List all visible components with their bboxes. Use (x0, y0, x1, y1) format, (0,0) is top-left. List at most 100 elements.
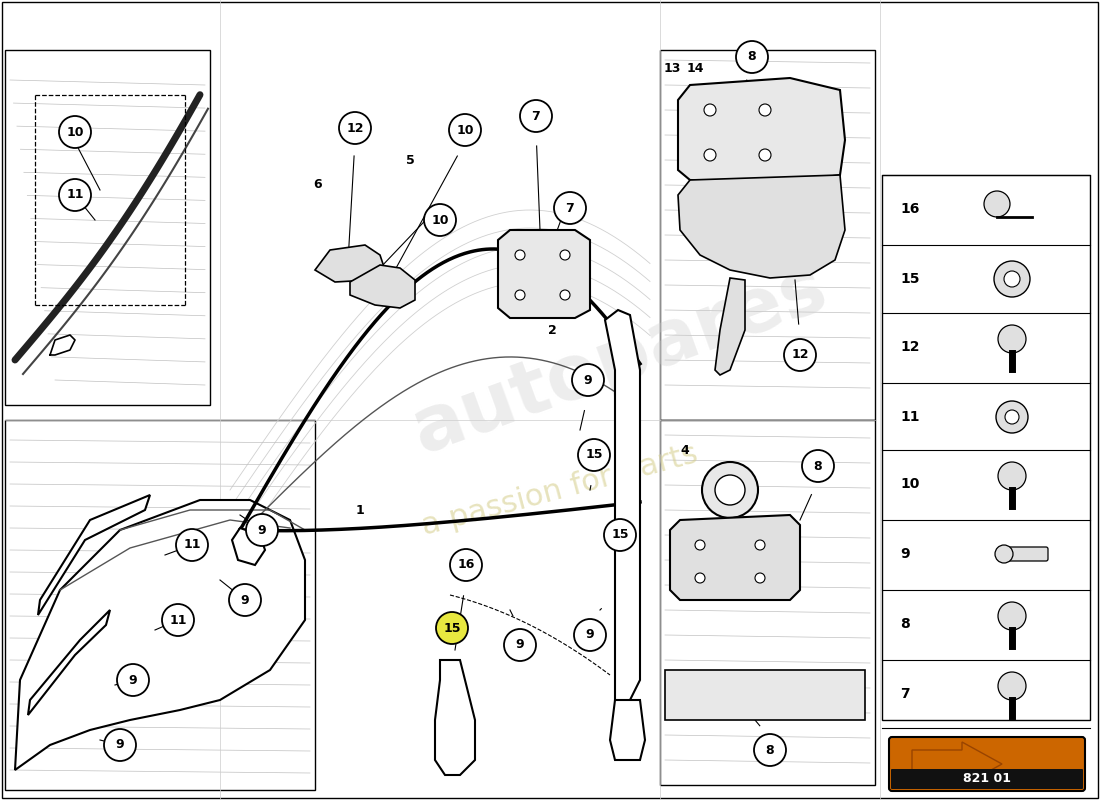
Circle shape (998, 462, 1026, 490)
Bar (6, 420, 315, 790)
Text: 15: 15 (612, 529, 629, 542)
Circle shape (754, 734, 786, 766)
Text: 9: 9 (516, 638, 525, 651)
Text: 12: 12 (346, 122, 364, 134)
Text: 15: 15 (900, 272, 920, 286)
Text: 15: 15 (443, 622, 461, 634)
Text: 16: 16 (458, 558, 475, 571)
Circle shape (984, 191, 1010, 217)
Circle shape (515, 250, 525, 260)
Text: 8: 8 (748, 50, 757, 63)
Text: 2: 2 (548, 323, 557, 337)
Circle shape (715, 475, 745, 505)
Text: 11: 11 (184, 538, 200, 551)
Circle shape (520, 100, 552, 132)
Bar (6, 50, 210, 405)
Circle shape (704, 149, 716, 161)
Text: 7: 7 (565, 202, 574, 214)
Polygon shape (666, 670, 865, 720)
Text: 12: 12 (900, 340, 920, 354)
Circle shape (117, 664, 148, 696)
Text: 7: 7 (900, 687, 910, 701)
Text: 9: 9 (116, 738, 124, 751)
Circle shape (515, 290, 525, 300)
Circle shape (424, 204, 456, 236)
Circle shape (802, 450, 834, 482)
Text: 16: 16 (900, 202, 920, 216)
Polygon shape (15, 500, 305, 770)
Text: a passion for parts: a passion for parts (419, 439, 702, 541)
Bar (882, 175, 1090, 720)
Text: 9: 9 (900, 547, 910, 561)
Circle shape (578, 439, 610, 471)
Circle shape (554, 192, 586, 224)
Circle shape (560, 290, 570, 300)
Circle shape (450, 549, 482, 581)
Circle shape (695, 540, 705, 550)
Circle shape (449, 114, 481, 146)
Polygon shape (39, 495, 150, 615)
Text: 15: 15 (585, 449, 603, 462)
Circle shape (572, 364, 604, 396)
Text: 11: 11 (169, 614, 187, 626)
Circle shape (702, 462, 758, 518)
Circle shape (998, 325, 1026, 353)
Text: 8: 8 (814, 459, 823, 473)
Text: 1: 1 (355, 503, 364, 517)
Text: 12: 12 (791, 349, 808, 362)
Text: autopares: autopares (403, 250, 837, 470)
Circle shape (176, 529, 208, 561)
Polygon shape (605, 310, 640, 710)
Polygon shape (232, 528, 265, 565)
FancyBboxPatch shape (891, 769, 1084, 789)
Circle shape (59, 179, 91, 211)
Text: 8: 8 (900, 617, 910, 631)
Circle shape (1004, 271, 1020, 287)
Text: 10: 10 (431, 214, 449, 226)
Circle shape (1005, 410, 1019, 424)
Circle shape (104, 729, 136, 761)
Polygon shape (715, 278, 745, 375)
Text: 5: 5 (406, 154, 415, 166)
Bar (660, 50, 874, 420)
Text: 9: 9 (585, 629, 594, 642)
Polygon shape (434, 660, 475, 775)
Polygon shape (670, 515, 800, 600)
Text: 10: 10 (900, 477, 920, 491)
FancyBboxPatch shape (1002, 547, 1048, 561)
FancyBboxPatch shape (889, 737, 1085, 791)
Polygon shape (498, 230, 590, 318)
Circle shape (755, 540, 764, 550)
Circle shape (759, 149, 771, 161)
Circle shape (59, 116, 91, 148)
Circle shape (436, 612, 468, 644)
Polygon shape (912, 742, 1002, 786)
Circle shape (784, 339, 816, 371)
Circle shape (246, 514, 278, 546)
Text: 11: 11 (900, 410, 920, 424)
Circle shape (759, 104, 771, 116)
Text: 7: 7 (531, 110, 540, 122)
Text: 4: 4 (681, 443, 690, 457)
Circle shape (560, 250, 570, 260)
Circle shape (604, 519, 636, 551)
Polygon shape (350, 265, 415, 308)
Text: 9: 9 (241, 594, 250, 606)
Circle shape (998, 672, 1026, 700)
Text: 14: 14 (686, 62, 704, 74)
Text: 6: 6 (314, 178, 322, 191)
Circle shape (229, 584, 261, 616)
Polygon shape (610, 700, 645, 760)
Polygon shape (678, 78, 845, 182)
Text: 13: 13 (663, 62, 681, 74)
Circle shape (736, 41, 768, 73)
Circle shape (998, 602, 1026, 630)
Bar (660, 420, 874, 785)
Polygon shape (28, 610, 110, 715)
Text: 9: 9 (584, 374, 592, 386)
Polygon shape (315, 245, 385, 282)
Circle shape (504, 629, 536, 661)
Circle shape (996, 545, 1013, 563)
Circle shape (996, 401, 1028, 433)
Text: 821 01: 821 01 (962, 773, 1011, 786)
